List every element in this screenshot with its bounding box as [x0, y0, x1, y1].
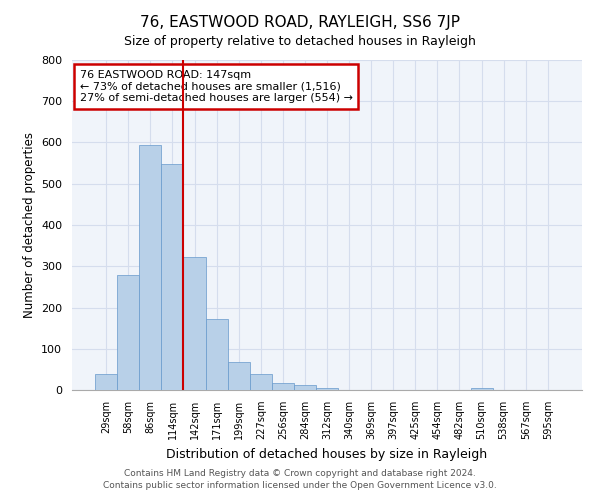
Bar [470, 388, 493, 390]
Bar [316, 388, 338, 390]
Bar [139, 146, 161, 390]
Bar [227, 362, 250, 390]
Bar [206, 320, 227, 390]
Bar [272, 382, 294, 390]
Text: 76, EASTWOOD ROAD, RAYLEIGH, SS6 7JP: 76, EASTWOOD ROAD, RAYLEIGH, SS6 7JP [140, 15, 460, 30]
Y-axis label: Number of detached properties: Number of detached properties [23, 132, 35, 318]
Bar [95, 374, 117, 390]
Bar [117, 276, 139, 390]
Text: 76 EASTWOOD ROAD: 147sqm
← 73% of detached houses are smaller (1,516)
27% of sem: 76 EASTWOOD ROAD: 147sqm ← 73% of detach… [80, 70, 353, 103]
Bar [250, 374, 272, 390]
Bar [294, 385, 316, 390]
Bar [161, 164, 184, 390]
X-axis label: Distribution of detached houses by size in Rayleigh: Distribution of detached houses by size … [166, 448, 488, 460]
Text: Size of property relative to detached houses in Rayleigh: Size of property relative to detached ho… [124, 35, 476, 48]
Bar [184, 257, 206, 390]
Text: Contains HM Land Registry data © Crown copyright and database right 2024.
Contai: Contains HM Land Registry data © Crown c… [103, 468, 497, 490]
